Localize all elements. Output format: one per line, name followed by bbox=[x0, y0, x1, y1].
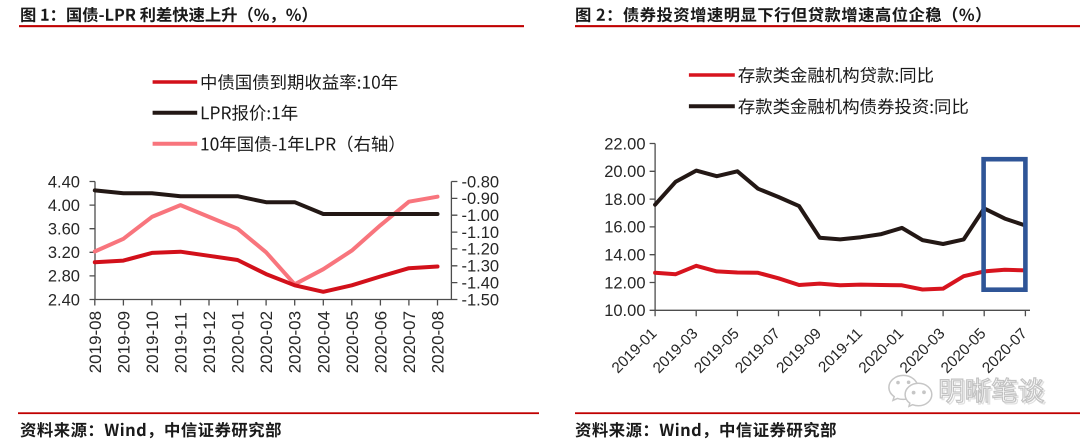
svg-text:2020-05: 2020-05 bbox=[343, 311, 362, 373]
svg-text:-1.40: -1.40 bbox=[462, 274, 500, 292]
svg-text:12.00: 12.00 bbox=[604, 274, 645, 292]
svg-text:3.20: 3.20 bbox=[48, 244, 80, 262]
svg-text:2019-08: 2019-08 bbox=[86, 311, 105, 373]
svg-text:2019-11: 2019-11 bbox=[172, 312, 191, 373]
svg-text:2.80: 2.80 bbox=[48, 268, 80, 286]
svg-text:4.40: 4.40 bbox=[48, 173, 80, 191]
svg-text:2020-06: 2020-06 bbox=[371, 311, 390, 373]
svg-text:-1.50: -1.50 bbox=[462, 291, 500, 309]
svg-text:2019-10: 2019-10 bbox=[143, 311, 162, 373]
svg-text:2020-02: 2020-02 bbox=[257, 311, 276, 373]
svg-text:2020-04: 2020-04 bbox=[314, 311, 333, 373]
svg-text:-1.20: -1.20 bbox=[462, 241, 500, 259]
svg-text:2020-08: 2020-08 bbox=[429, 311, 448, 373]
svg-text:2019-12: 2019-12 bbox=[200, 311, 219, 373]
svg-text:-0.90: -0.90 bbox=[462, 190, 500, 208]
svg-text:2019-09: 2019-09 bbox=[114, 311, 133, 373]
svg-text:-1.10: -1.10 bbox=[462, 224, 500, 242]
svg-text:3.60: 3.60 bbox=[48, 221, 80, 239]
svg-text:2020-03: 2020-03 bbox=[286, 311, 305, 373]
svg-text:2020-07: 2020-07 bbox=[400, 311, 419, 373]
svg-text:2.40: 2.40 bbox=[48, 291, 80, 309]
svg-text:14.00: 14.00 bbox=[604, 247, 645, 265]
svg-text:18.00: 18.00 bbox=[604, 191, 645, 209]
svg-text:-1.30: -1.30 bbox=[462, 258, 500, 276]
svg-text:-0.80: -0.80 bbox=[462, 173, 500, 191]
svg-text:22.00: 22.00 bbox=[604, 135, 645, 153]
svg-text:10.00: 10.00 bbox=[604, 302, 645, 320]
svg-text:20.00: 20.00 bbox=[604, 163, 645, 181]
svg-text:2020-01: 2020-01 bbox=[229, 311, 248, 373]
svg-text:4.00: 4.00 bbox=[48, 197, 80, 215]
svg-text:-1.00: -1.00 bbox=[462, 207, 500, 225]
svg-text:16.00: 16.00 bbox=[604, 219, 645, 237]
